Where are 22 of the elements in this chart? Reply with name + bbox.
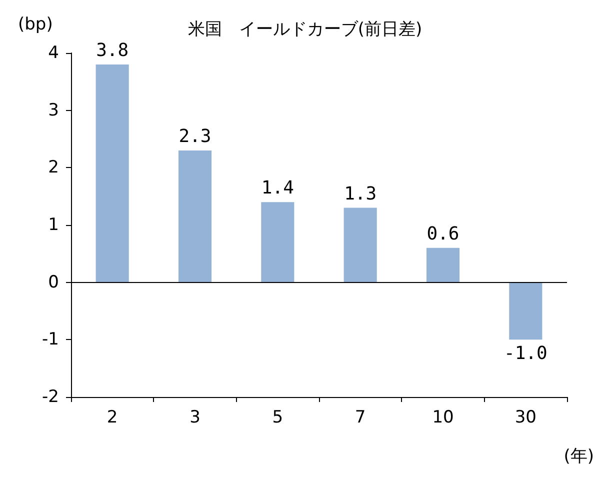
- x-tick-label: 5: [272, 408, 284, 428]
- data-label: 3.8: [96, 40, 129, 61]
- y-tick-label: -2: [42, 387, 59, 407]
- y-axis-title: (bp): [18, 14, 53, 34]
- data-label: 1.3: [344, 183, 377, 204]
- y-tick-label: -1: [42, 330, 59, 350]
- y-tick-label: 1: [48, 215, 59, 235]
- y-tick-label: 0: [48, 272, 59, 292]
- chart-title: 米国 イールドカーブ(前日差): [188, 20, 422, 40]
- x-tick-label: 7: [354, 408, 366, 428]
- data-label: 0.6: [426, 223, 460, 244]
- x-axis-title: (年): [564, 446, 594, 466]
- x-tick-label: 2: [106, 408, 118, 428]
- x-tick-label: 10: [432, 408, 454, 428]
- y-tick-label: 2: [48, 158, 59, 178]
- data-label: 2.3: [178, 126, 212, 147]
- y-tick-label: 3: [48, 100, 59, 120]
- data-label: -1.0: [504, 343, 548, 364]
- x-tick-label: 30: [514, 408, 536, 428]
- y-tick-label: 4: [48, 43, 59, 63]
- x-tick-label: 3: [190, 408, 200, 428]
- data-label: 1.4: [261, 178, 294, 199]
